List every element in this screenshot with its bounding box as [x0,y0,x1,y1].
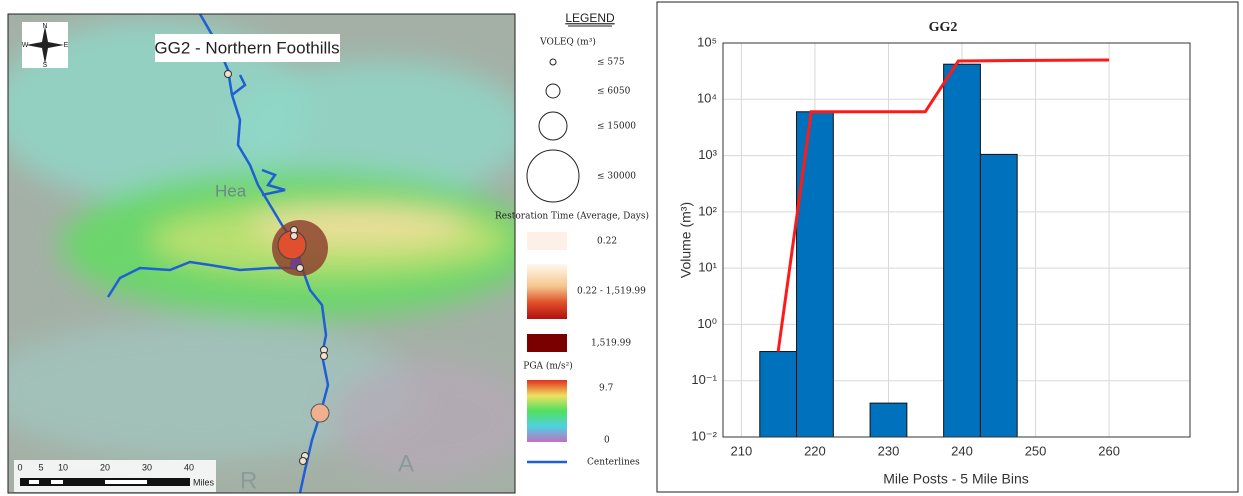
compass-letter: E [64,42,69,49]
bar [979,153,1018,438]
legend-heading: Restoration Time (Average, Days) [495,211,649,222]
x-tick-label: 220 [804,443,826,458]
plot: 10⁻² 10⁻¹ 10⁰ 10¹ 10² 10³ 10⁴ 10⁵ 210 220 230 240 25… [691,34,1190,458]
plot-frame [722,42,1191,438]
legend-label: 0.22 - 1,519.99 [577,287,646,297]
legend-label: 0.22 [597,237,617,247]
map-border [7,13,516,494]
chart-title: GG2 [929,20,958,35]
scalebar-box [14,460,216,492]
legend-swatch [527,380,567,442]
pga-surface [8,20,515,480]
legend-label: ≤ 15000 [597,122,636,132]
x-tick-label: 210 [731,443,753,458]
scalebar-label: 20 [100,462,110,472]
y-tick-label: 10¹ [698,260,717,275]
x-axis-label: Mile Posts - 5 Mile Bins [883,471,1028,487]
map-title-box [155,34,340,62]
legend-swatch [527,334,567,352]
place-label: R [240,467,257,494]
map: Hea R A GG2 - Northern Foothills N E S W… [8,14,515,494]
legend-title: LEGEND [565,11,615,25]
legend-swatch [527,264,567,319]
scalebar [20,478,190,486]
legend-label: Centerlines [587,458,640,468]
compass-rose [26,26,64,64]
x-tick-label: 230 [878,443,900,458]
scalebar-label: 40 [184,462,194,472]
y-tick-label: 10⁻¹ [691,372,717,387]
place-label: A [398,450,414,477]
x-tick-label: 240 [951,443,973,458]
legend-heading: VOLEQ (m³) [539,37,596,48]
place-label: Hea [215,181,247,200]
scalebar-label: 10 [58,462,68,472]
y-tick-label: 10⁰ [697,316,717,331]
legend-label: 9.7 [599,384,614,394]
bar [759,351,798,438]
bar [943,63,981,438]
compass-letter: N [42,23,47,30]
x-tick-label: 260 [1098,443,1120,458]
legend-swatch [527,232,567,250]
map-legend: LEGEND VOLEQ (m³) ≤ 575 ≤ 6050 ≤ 15000 ≤… [495,11,649,467]
legend-sizes [526,58,580,203]
scalebar-label: 0 [17,462,22,472]
legend-label: 0 [604,436,610,446]
legend-label: ≤ 6050 [597,87,631,97]
bar [796,111,834,438]
legend-label: ≤ 30000 [597,172,636,182]
scalebar-unit: Miles [193,477,215,487]
x-tick-label: 250 [1025,443,1047,458]
y-tick-label: 10² [698,203,717,218]
legend-label: 1,519.99 [591,339,631,349]
scalebar-label: 30 [142,462,152,472]
legend-label: ≤ 575 [597,58,625,68]
scalebar-label: 5 [38,462,43,472]
y-tick-label: 10⁻² [691,428,717,443]
y-tick-label: 10⁵ [697,34,717,49]
line [776,58,1110,352]
y-tick-label: 10³ [698,147,717,162]
landslide-points [224,70,330,465]
legend-heading: PGA (m/s²) [523,361,572,372]
compass-letter: S [43,62,48,69]
bar [869,402,908,438]
compass-letter: W [22,42,29,49]
y-axis-label: Volume (m³) [678,202,694,278]
map-title: GG2 - Northern Foothills [154,38,339,57]
y-tick-label: 10⁴ [697,91,717,106]
